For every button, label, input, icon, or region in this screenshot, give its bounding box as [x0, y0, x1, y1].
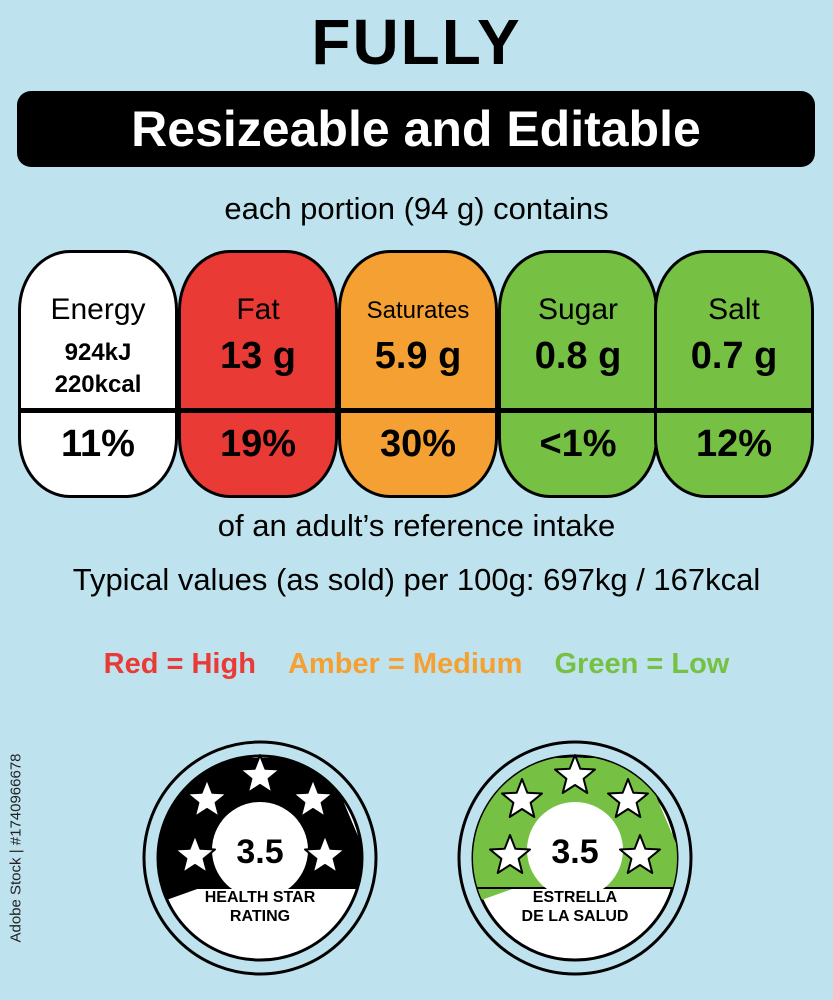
stock-id-text: Adobe Stock | #1740966678 [7, 753, 25, 943]
health-star-caption: HEALTH STAR RATING [180, 888, 340, 926]
divider [341, 408, 495, 413]
fat-panel: Fat 13 g 19% [178, 250, 338, 498]
salt-label: Salt [708, 293, 760, 326]
star-icon [174, 834, 216, 874]
banner: Resizeable and Editable [17, 91, 815, 167]
divider [501, 408, 655, 413]
portion-text: each portion (94 g) contains [224, 191, 609, 226]
badge-graphic [142, 740, 378, 976]
health-star-rating-badge: 3.5 HEALTH STAR RATING [140, 738, 380, 978]
color-legend: Red = High Amber = Medium Green = Low [0, 642, 833, 686]
estrella-value: 3.5 [551, 833, 599, 871]
sugar-label: Sugar [537, 293, 619, 326]
caption-line-2: DE LA SALUD [521, 908, 629, 925]
salt-panel: Salt 0.7 g 12% [654, 250, 814, 498]
caption-line-1: HEALTH STAR [204, 889, 316, 906]
stock-watermark: Adobe Stock | #1740966678 [2, 748, 30, 948]
divider [181, 408, 335, 413]
caption-line-1: ESTRELLA [532, 889, 618, 906]
rating-circle [527, 802, 623, 898]
star-icon [239, 754, 281, 794]
saturates-percent: 30% [379, 423, 457, 465]
saturates-panel: Saturates 5.9 g 30% [338, 250, 498, 498]
nutrition-panels: Energy 924kJ 220kcal 11% Fat 13 g 19% Sa… [18, 250, 814, 498]
salt-percent: 12% [695, 423, 773, 465]
divider [21, 408, 175, 413]
star-icon [607, 778, 649, 818]
star-icon [554, 754, 596, 794]
rating-circle [212, 802, 308, 898]
divider [657, 408, 811, 413]
energy-panel: Energy 924kJ 220kcal 11% [18, 250, 178, 498]
star-icon [501, 778, 543, 818]
energy-kj: 924kJ [64, 339, 132, 366]
legend-red: Red = High [103, 648, 256, 680]
saturates-value: 5.9 g [374, 335, 462, 377]
energy-label: Energy [50, 293, 146, 326]
sugar-percent: <1% [539, 423, 617, 465]
sugar-value: 0.8 g [534, 335, 622, 377]
badge-graphic [457, 740, 693, 976]
sugar-panel: Sugar 0.8 g <1% [498, 250, 658, 498]
fat-value: 13 g [219, 335, 297, 377]
estrella-de-la-salud-badge: 3.5 ESTRELLA DE LA SALUD [455, 738, 695, 978]
star-icon [292, 778, 334, 818]
fat-label: Fat [236, 293, 280, 326]
estrella-caption: ESTRELLA DE LA SALUD [495, 888, 655, 926]
star-icon [619, 834, 661, 874]
title: FULLY [311, 6, 522, 78]
star-icon [304, 834, 346, 874]
star-icon [489, 834, 531, 874]
salt-value: 0.7 g [690, 335, 778, 377]
health-star-value: 3.5 [236, 833, 284, 871]
energy-kcal: 220kcal [54, 371, 142, 398]
legend-green: Green = Low [554, 648, 730, 680]
star-icon [186, 778, 228, 818]
legend-amber: Amber = Medium [287, 648, 523, 680]
fat-percent: 19% [219, 423, 297, 465]
caption-line-2: RATING [229, 908, 291, 925]
reference-intake-text: of an adult’s reference intake [217, 508, 616, 543]
saturates-label: Saturates [366, 297, 470, 324]
typical-values-text: Typical values (as sold) per 100g: 697kg… [72, 562, 761, 597]
energy-percent: 11% [61, 423, 135, 465]
